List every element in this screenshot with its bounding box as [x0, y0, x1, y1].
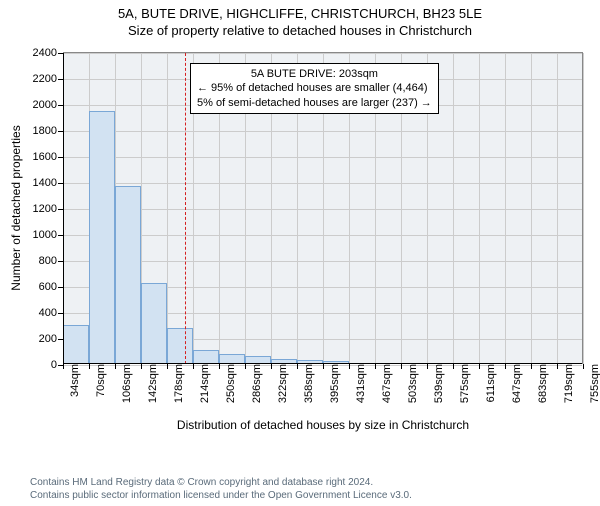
gridline-v — [453, 53, 454, 364]
xtick-mark — [271, 364, 272, 369]
annotation-line: 5% of semi-detached houses are larger (2… — [197, 96, 432, 110]
annotation-line: ← 95% of detached houses are smaller (4,… — [197, 81, 432, 95]
xtick-mark — [141, 364, 142, 369]
xtick-mark — [583, 364, 584, 369]
xtick-label: 503sqm — [405, 364, 419, 403]
x-axis-line — [63, 363, 582, 364]
xtick-mark — [297, 364, 298, 369]
xtick-mark — [531, 364, 532, 369]
xtick-mark — [401, 364, 402, 369]
histogram-bar — [89, 111, 115, 365]
xtick-label: 647sqm — [509, 364, 523, 403]
gridline-v — [479, 53, 480, 364]
xtick-label: 106sqm — [119, 364, 133, 403]
gridline-v — [557, 53, 558, 364]
y-axis-line — [63, 53, 64, 364]
xtick-mark — [323, 364, 324, 369]
x-axis-label: Distribution of detached houses by size … — [63, 418, 583, 432]
xtick-label: 34sqm — [67, 364, 81, 397]
title-main: 5A, BUTE DRIVE, HIGHCLIFFE, CHRISTCHURCH… — [0, 6, 600, 21]
xtick-label: 755sqm — [587, 364, 600, 403]
xtick-label: 70sqm — [93, 364, 107, 397]
xtick-label: 575sqm — [457, 364, 471, 403]
xtick-mark — [375, 364, 376, 369]
xtick-mark — [557, 364, 558, 369]
xtick-label: 395sqm — [327, 364, 341, 403]
histogram-bar — [193, 350, 219, 364]
xtick-mark — [89, 364, 90, 369]
footer-attribution: Contains HM Land Registry data © Crown c… — [30, 476, 412, 502]
footer-line2: Contains public sector information licen… — [30, 489, 412, 502]
gridline-v — [505, 53, 506, 364]
xtick-mark — [505, 364, 506, 369]
footer-line1: Contains HM Land Registry data © Crown c… — [30, 476, 412, 489]
xtick-label: 214sqm — [197, 364, 211, 403]
histogram-bar — [115, 186, 141, 364]
xtick-mark — [427, 364, 428, 369]
reference-line — [185, 53, 186, 364]
chart-container: 0200400600800100012001400160018002000220… — [0, 46, 600, 446]
xtick-label: 467sqm — [379, 364, 393, 403]
xtick-mark — [479, 364, 480, 369]
gridline-v — [531, 53, 532, 364]
xtick-label: 286sqm — [249, 364, 263, 403]
xtick-mark — [115, 364, 116, 369]
xtick-label: 719sqm — [561, 364, 575, 403]
xtick-mark — [219, 364, 220, 369]
annotation-line: 5A BUTE DRIVE: 203sqm — [197, 67, 432, 81]
histogram-bar — [141, 283, 167, 364]
annotation-box: 5A BUTE DRIVE: 203sqm← 95% of detached h… — [190, 63, 439, 114]
xtick-mark — [245, 364, 246, 369]
xtick-label: 178sqm — [171, 364, 185, 403]
y-axis-label: Number of detached properties — [9, 125, 23, 290]
xtick-label: 611sqm — [483, 364, 497, 402]
histogram-bar — [63, 325, 89, 364]
xtick-label: 250sqm — [223, 364, 237, 403]
xtick-mark — [63, 364, 64, 369]
gridline-v — [583, 53, 584, 364]
xtick-label: 431sqm — [353, 364, 367, 403]
xtick-mark — [167, 364, 168, 369]
histogram-bar — [167, 328, 193, 364]
xtick-mark — [453, 364, 454, 369]
xtick-mark — [349, 364, 350, 369]
xtick-mark — [193, 364, 194, 369]
xtick-label: 322sqm — [275, 364, 289, 403]
xtick-label: 539sqm — [431, 364, 445, 403]
plot-area: 0200400600800100012001400160018002000220… — [63, 52, 583, 364]
xtick-label: 683sqm — [535, 364, 549, 403]
xtick-label: 142sqm — [145, 364, 159, 403]
xtick-label: 358sqm — [301, 364, 315, 403]
title-sub: Size of property relative to detached ho… — [0, 23, 600, 38]
gridline-v — [167, 53, 168, 364]
